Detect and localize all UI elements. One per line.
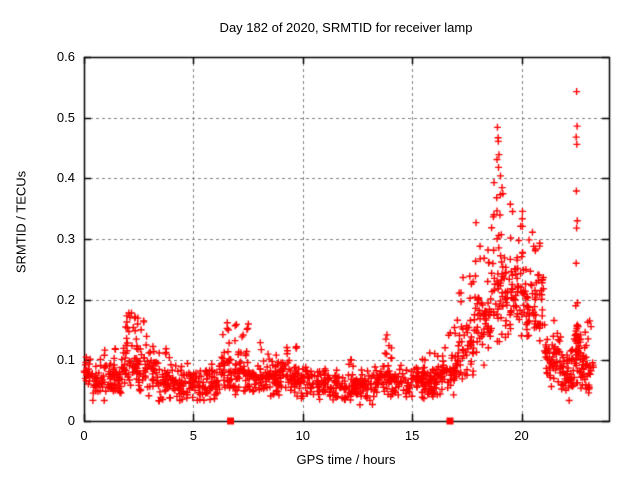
x-tick-label: 5 bbox=[189, 428, 197, 443]
y-tick-label: 0.5 bbox=[56, 109, 75, 125]
x-tick-label: 10 bbox=[295, 428, 310, 443]
y-tick-label: 0 bbox=[67, 413, 75, 428]
y-tick-label: 0.3 bbox=[56, 231, 75, 246]
y-tick-label: 0.2 bbox=[56, 291, 75, 307]
y-axis-label: SRMTID / TECUs bbox=[13, 170, 29, 274]
x-axis-label: GPS time / hours bbox=[296, 452, 396, 467]
y-tick-label: 0.6 bbox=[56, 49, 75, 64]
x-tick-label: 0 bbox=[80, 428, 88, 443]
y-tick-label: 0.4 bbox=[56, 170, 75, 186]
x-tick-label: 20 bbox=[514, 428, 529, 443]
y-tick-label: 0.1 bbox=[56, 352, 75, 368]
chart-title: Day 182 of 2020, SRMTID for receiver lam… bbox=[219, 20, 473, 35]
x-tick-label: 15 bbox=[404, 428, 420, 443]
